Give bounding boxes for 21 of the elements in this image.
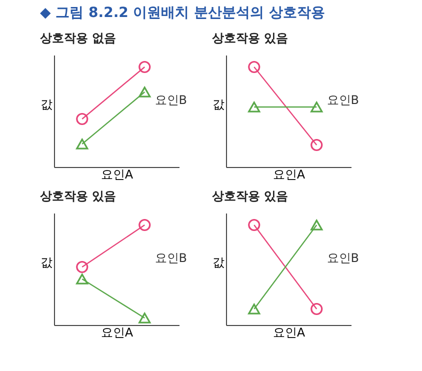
text: ◆ 그림 8.2.2 이원배치 분산분석의 상호작용 [40,5,325,21]
point [76,112,88,126]
point [138,218,151,232]
x-axis-title: 요인A [272,168,306,182]
y-axis-title: 값 [40,256,52,270]
x-axis-title: 요인A [272,326,306,340]
point [76,260,88,274]
x-axis-title: 요인A [100,168,134,182]
legend-title: 요인B [154,250,187,265]
chart-title: 상호작용 있음 [211,189,288,203]
y-axis-title: 값 [212,256,224,270]
y-axis-title: 값 [40,98,52,112]
legend-title: 요인B [326,92,359,107]
chart-title: 상호작용 있음 [211,31,288,45]
legend-title: 요인B [326,250,359,265]
legend-title: 요인B [154,92,187,107]
chart-title: 상호작용 있음 [39,189,116,203]
x-axis-title: 요인A [100,326,134,340]
point [138,60,151,74]
y-axis-title: 값 [212,98,224,112]
chart-title: 상호작용 없음 [39,31,116,45]
